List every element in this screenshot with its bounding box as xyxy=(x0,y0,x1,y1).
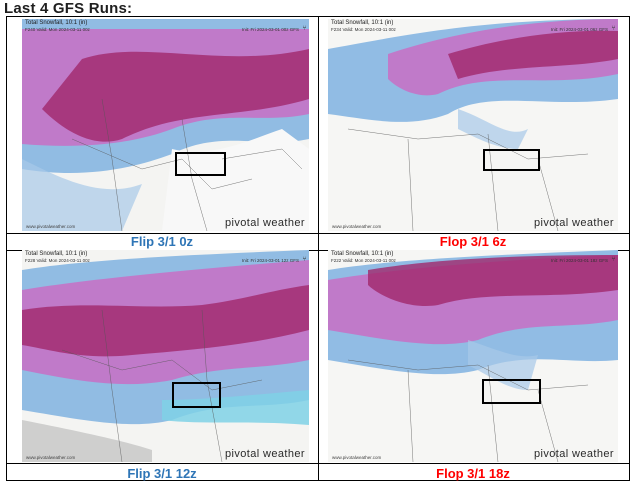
pivotal-weather-logo: pivotal weather xyxy=(225,217,305,229)
caption-flop: Flop 3/1 18z xyxy=(436,466,510,481)
valid-time: F228 Valid: Mon 2024-03-11 00z xyxy=(25,258,90,263)
snowfall-map-3 xyxy=(22,250,309,462)
snowfall-map-panel-4: Total Snowfall, 10:1 (in) F222 Valid: Mo… xyxy=(328,250,618,462)
nyc-highlight-box xyxy=(172,382,221,408)
map-title: Total Snowfall, 10:1 (in) xyxy=(331,251,394,257)
valid-time: F240 Valid: Mon 2024-03-11 00z xyxy=(25,27,90,32)
share-icon[interactable]: ⑂ xyxy=(611,25,616,32)
caption-flip: Flip 3/1 0z xyxy=(130,234,194,249)
nyc-highlight-box xyxy=(175,152,226,176)
snowfall-map-panel-1: Total Snowfall, 10:1 (in) F240 Valid: Mo… xyxy=(22,19,309,231)
valid-time: F222 Valid: Mon 2024-03-11 00z xyxy=(331,258,396,263)
snowfall-map-panel-2: Total Snowfall, 10:1 (in) F234 Valid: Mo… xyxy=(328,19,618,231)
valid-time: F234 Valid: Mon 2024-03-11 00z xyxy=(331,27,396,32)
map-title: Total Snowfall, 10:1 (in) xyxy=(331,20,394,26)
map-title: Total Snowfall, 10:1 (in) xyxy=(25,251,88,257)
init-time: Init: Fri 2024-03-01 18z GFS xyxy=(550,258,608,263)
snowfall-map-panel-3: Total Snowfall, 10:1 (in) F228 Valid: Mo… xyxy=(22,250,309,462)
table-divider xyxy=(7,233,629,234)
table-divider xyxy=(7,250,629,251)
pivotal-weather-logo: pivotal weather xyxy=(534,217,614,229)
share-icon[interactable]: ⑂ xyxy=(302,25,307,32)
comparison-table xyxy=(6,16,630,481)
snowfall-map-2 xyxy=(328,19,618,231)
init-time: Init: Fri 2024-03-01 12z GFS xyxy=(241,258,299,263)
share-icon[interactable]: ⑂ xyxy=(611,256,616,263)
caption-flip: Flip 3/1 12z xyxy=(127,466,197,481)
table-divider xyxy=(7,463,629,464)
nyc-highlight-box xyxy=(483,149,540,171)
snowfall-map-1 xyxy=(22,19,309,231)
pivotal-weather-logo: pivotal weather xyxy=(225,448,305,460)
map-title: Total Snowfall, 10:1 (in) xyxy=(25,20,88,26)
site-url: www.pivotalweather.com xyxy=(26,224,76,229)
page-heading: Last 4 GFS Runs: xyxy=(4,0,133,17)
pivotal-weather-logo: pivotal weather xyxy=(534,448,614,460)
table-divider-vertical xyxy=(318,17,319,480)
site-url: www.pivotalweather.com xyxy=(26,455,76,460)
share-icon[interactable]: ⑂ xyxy=(302,256,307,263)
init-time: Init: Fri 2024-03-01 00z GFS xyxy=(241,27,299,32)
site-url: www.pivotalweather.com xyxy=(332,224,382,229)
caption-flop: Flop 3/1 6z xyxy=(439,234,507,249)
site-url: www.pivotalweather.com xyxy=(332,455,382,460)
init-time: Init: Fri 2024-03-01 06z GFS xyxy=(550,27,608,32)
nyc-highlight-box xyxy=(482,379,541,404)
snowfall-map-4 xyxy=(328,250,618,462)
